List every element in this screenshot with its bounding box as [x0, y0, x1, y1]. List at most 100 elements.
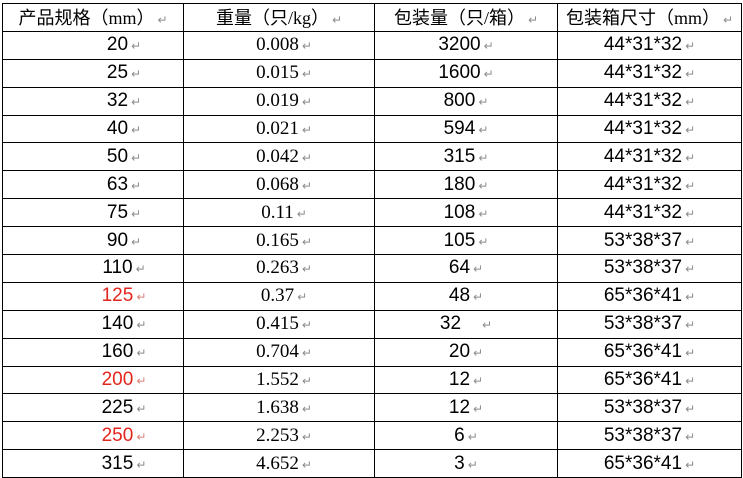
- box-cell-value: 53*38*37: [603, 313, 683, 335]
- box-cell: 44*31*32 ↵: [557, 86, 742, 116]
- weight-cell: 0.165 ↵: [183, 226, 375, 256]
- weight-cell: 0.008 ↵: [183, 30, 375, 60]
- qty-cell-value: 3200: [438, 34, 481, 56]
- header-spec: 产品规格（mm） ↵: [2, 3, 184, 32]
- qty-cell-value: 315: [443, 145, 476, 167]
- qty-cell-value: 594: [443, 118, 476, 139]
- qty-cell: 315 ↵: [374, 142, 558, 172]
- table-row: 32 ↵ 0.019 ↵ 800 ↵ 44*31*32 ↵: [2, 86, 742, 116]
- paragraph-mark-icon: ↵: [131, 234, 142, 249]
- weight-cell: 0.015 ↵: [183, 58, 375, 88]
- box-cell-value: 65*36*41: [603, 285, 683, 307]
- spec-cell: 160 ↵: [2, 337, 184, 367]
- spec-cell: 32 ↵: [2, 86, 184, 116]
- box-cell-value: 65*36*41: [603, 369, 683, 391]
- header-qty: 包装量（只/箱） ↵: [374, 3, 558, 32]
- header-label: 产品规格（mm）: [18, 8, 155, 29]
- weight-cell-value: 0.704: [256, 341, 299, 363]
- spec-cell-value: 200: [101, 369, 134, 391]
- paragraph-mark-icon: ↵: [131, 123, 142, 137]
- weight-cell-value: 0.37: [260, 285, 295, 307]
- paragraph-mark-icon: ↵: [301, 150, 312, 165]
- qty-cell: 180 ↵: [374, 170, 558, 200]
- spec-cell-value: 20: [106, 34, 129, 56]
- box-cell-value: 65*36*41: [603, 452, 683, 474]
- paragraph-mark-icon: ↵: [527, 13, 539, 28]
- spec-cell: 25 ↵: [2, 58, 184, 88]
- paragraph-mark-icon: ↵: [296, 206, 307, 221]
- box-cell: 53*38*37 ↵: [557, 309, 742, 339]
- table-row: 90 ↵ 0.165 ↵ 105 ↵ 53*38*37 ↵: [2, 226, 742, 256]
- paragraph-mark-icon: ↵: [685, 457, 696, 472]
- paragraph-mark-icon: ↵: [136, 429, 147, 444]
- paragraph-mark-icon: ↵: [685, 234, 696, 249]
- paragraph-mark-icon: ↵: [478, 95, 489, 110]
- weight-cell: 0.068 ↵: [183, 170, 375, 200]
- weight-cell: 2.253 ↵: [183, 421, 375, 451]
- header-weight: 重量（只/kg） ↵: [183, 3, 375, 32]
- spec-cell: 250 ↵: [2, 421, 184, 451]
- qty-cell: 3200 ↵: [374, 30, 558, 60]
- header-label: 包装箱尺寸（mm）: [565, 8, 720, 29]
- spec-cell-value: 63: [106, 173, 129, 195]
- box-cell: 65*36*41 ↵: [557, 337, 742, 367]
- box-cell: 53*38*37 ↵: [557, 393, 742, 423]
- weight-cell: 0.415 ↵: [183, 309, 375, 339]
- weight-cell: 0.11 ↵: [183, 198, 375, 228]
- spec-cell: 50 ↵: [2, 142, 184, 172]
- weight-cell: 0.263 ↵: [183, 254, 375, 283]
- spec-cell: 75 ↵: [2, 198, 184, 228]
- table-row: 20 ↵ 0.008 ↵ 3200 ↵ 44*31*32 ↵: [2, 30, 742, 60]
- spec-cell-value: 32: [106, 90, 129, 112]
- spec-cell: 20 ↵: [2, 30, 184, 60]
- box-cell-value: 53*38*37: [603, 229, 683, 251]
- qty-cell-value: 64: [448, 257, 471, 279]
- weight-cell-value: 0.263: [256, 257, 299, 279]
- box-cell-value: 53*38*37: [603, 396, 683, 418]
- paragraph-mark-icon: ↵: [131, 39, 142, 54]
- spec-cell: 90 ↵: [2, 226, 184, 256]
- paragraph-mark-icon: ↵: [685, 95, 696, 110]
- weight-cell-value: 0.415: [256, 313, 299, 335]
- weight-cell-value: 0.11: [261, 201, 294, 223]
- spec-cell: 315 ↵: [2, 449, 184, 478]
- spec-cell: 40 ↵: [2, 114, 184, 144]
- weight-cell: 1.552 ↵: [183, 365, 375, 395]
- weight-cell-value: 0.021: [256, 118, 299, 139]
- table-body: 20 ↵ 0.008 ↵ 3200 ↵ 44*31*32 ↵ 25 ↵ 0.015 ↵ 1600 ↵ 44*…: [2, 30, 742, 478]
- paragraph-mark-icon: ↵: [685, 318, 696, 333]
- qty-cell-value: 1600: [438, 62, 481, 84]
- qty-cell: 594 ↵: [374, 114, 558, 144]
- box-cell: 44*31*32 ↵: [557, 142, 742, 172]
- paragraph-mark-icon: ↵: [685, 123, 696, 137]
- paragraph-mark-icon: ↵: [473, 290, 484, 305]
- paragraph-mark-icon: ↵: [301, 318, 312, 333]
- table-row: 63 ↵ 0.068 ↵ 180 ↵ 44*31*32 ↵: [2, 170, 742, 200]
- paragraph-mark-icon: ↵: [301, 67, 312, 82]
- paragraph-mark-icon: ↵: [131, 206, 142, 221]
- paragraph-mark-icon: ↵: [473, 262, 484, 277]
- paragraph-mark-icon: ↵: [301, 39, 312, 54]
- paragraph-mark-icon: ↵: [301, 95, 312, 110]
- paragraph-mark-icon: ↵: [685, 346, 696, 361]
- paragraph-mark-icon: ↵: [685, 401, 696, 416]
- weight-cell-value: 4.652: [256, 452, 299, 474]
- header-label: 重量（只/kg）: [215, 8, 329, 29]
- table-row: 315 ↵ 4.652 ↵ 3 ↵ 65*36*41 ↵: [2, 449, 742, 478]
- qty-cell: 12 ↵: [374, 393, 558, 423]
- qty-cell: 20 ↵: [374, 337, 558, 367]
- paragraph-mark-icon: ↵: [301, 262, 312, 277]
- paragraph-mark-icon: ↵: [301, 123, 312, 137]
- weight-cell: 0.021 ↵: [183, 114, 375, 144]
- spec-cell-value: 225: [101, 396, 134, 418]
- spec-cell: 140 ↵: [2, 309, 184, 339]
- spec-cell-value: 50: [106, 145, 129, 167]
- weight-cell-value: 0.068: [256, 173, 299, 195]
- weight-cell: 4.652 ↵: [183, 449, 375, 478]
- qty-cell-value: 108: [443, 201, 476, 223]
- paragraph-mark-icon: ↵: [131, 150, 142, 165]
- paragraph-mark-icon: ↵: [157, 13, 168, 28]
- qty-cell: 108 ↵: [374, 198, 558, 228]
- paragraph-mark-icon: ↵: [685, 150, 696, 165]
- qty-cell-value: 180: [443, 173, 476, 195]
